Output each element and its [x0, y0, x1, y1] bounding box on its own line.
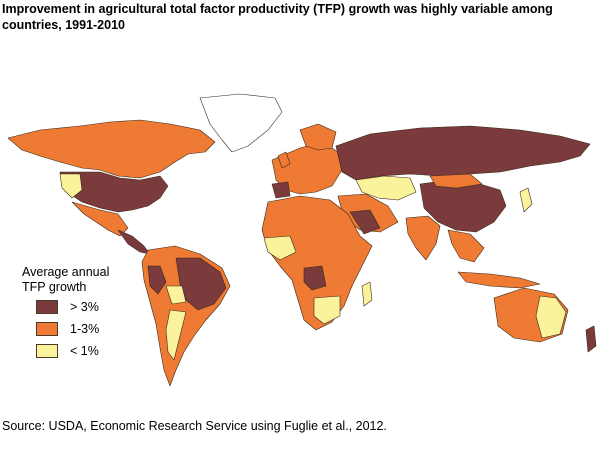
region-new-zealand [585, 325, 597, 353]
region-kazakhstan [355, 175, 417, 201]
region-southeast-asia [447, 229, 485, 263]
region-greenland [199, 93, 283, 153]
legend-label-low: < 1% [70, 344, 99, 358]
region-indonesia [457, 271, 541, 289]
legend-label-mid: 1-3% [70, 322, 100, 336]
region-canada [7, 119, 216, 179]
region-uk [277, 151, 291, 169]
legend-title-line1: Average annual [22, 265, 110, 279]
region-congo [303, 265, 327, 291]
map-title: Improvement in agricultural total factor… [2, 2, 553, 32]
region-russia [335, 125, 591, 181]
region-usa-west [59, 173, 83, 199]
region-japan [519, 187, 533, 213]
source-note: Source: USDA, Economic Research Service … [2, 419, 387, 433]
legend-item-mid: 1-3% [22, 319, 109, 339]
legend-swatch-low [36, 344, 58, 358]
region-saudi [349, 209, 381, 235]
region-mexico [71, 201, 129, 237]
region-iberia [271, 181, 291, 199]
region-west-africa-low [263, 235, 297, 261]
region-bolivia [165, 285, 187, 305]
legend-swatch-mid [36, 322, 58, 336]
region-south-africa [313, 295, 341, 325]
region-australia-east [535, 295, 567, 339]
region-madagascar [361, 281, 373, 307]
legend-swatch-high [36, 300, 58, 314]
legend-item-low: < 1% [22, 341, 109, 361]
region-mongolia [429, 173, 483, 189]
region-india [405, 215, 441, 261]
legend-item-high: > 3% [22, 297, 109, 317]
legend: Average annual TFP growth > 3% 1-3% < 1% [22, 265, 109, 361]
legend-title-line2: TFP growth [22, 280, 87, 294]
legend-label-high: > 3% [70, 300, 99, 314]
region-scandinavia [299, 123, 337, 151]
region-central-america [117, 229, 151, 255]
region-argentina [165, 309, 187, 361]
world-map [7, 93, 597, 387]
region-peru [147, 265, 167, 295]
